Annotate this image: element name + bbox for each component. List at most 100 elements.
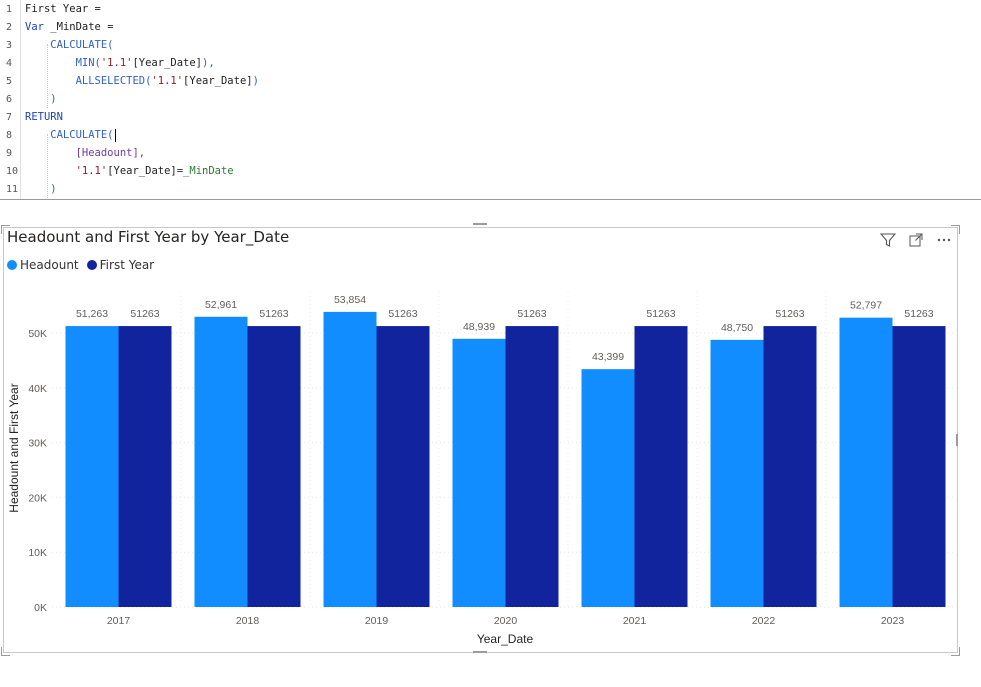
y-axis-title: Headount and First Year xyxy=(7,383,21,512)
bar-first-year xyxy=(118,326,172,607)
line-number: 11 xyxy=(6,184,19,195)
text-cursor xyxy=(114,128,117,142)
data-label: 53,854 xyxy=(334,294,366,306)
data-label: 51263 xyxy=(259,308,288,320)
line-number-gutter xyxy=(0,0,21,199)
resize-handle-right[interactable] xyxy=(956,434,958,446)
code-token: '1.1' xyxy=(75,165,108,177)
code-text: RETURN xyxy=(25,108,63,126)
code-line[interactable]: 9 [Headount], xyxy=(0,144,145,162)
code-line[interactable]: 7 RETURN xyxy=(0,108,63,126)
code-text: Var _MinDate = xyxy=(25,18,114,36)
focus-mode-icon[interactable] xyxy=(908,232,924,251)
code-token: ALLSELECTED( xyxy=(25,75,152,87)
data-label: 52,797 xyxy=(850,300,882,312)
bar-headount xyxy=(194,316,248,607)
bar-headount xyxy=(839,317,893,607)
filter-icon[interactable] xyxy=(879,232,897,251)
code-line[interactable]: 8 CALCULATE( xyxy=(0,126,117,144)
resize-handle-top[interactable] xyxy=(473,223,487,225)
code-token: Var xyxy=(25,21,51,33)
line-number: 10 xyxy=(6,166,19,177)
code-token: [Year_Date]= xyxy=(107,165,184,177)
code-line[interactable]: 3 CALCULATE( xyxy=(0,36,114,54)
bar-first-year xyxy=(505,326,559,607)
code-token: '1.1' xyxy=(100,57,133,69)
resize-corner-top-left[interactable] xyxy=(1,225,10,234)
x-tick-label: 2020 xyxy=(494,615,518,627)
code-text: First Year = xyxy=(25,0,101,18)
indent-guide xyxy=(47,44,48,108)
x-tick-label: 2021 xyxy=(623,615,647,627)
code-line[interactable]: 2 Var _MinDate = xyxy=(0,18,114,36)
code-token: _MinDate xyxy=(183,165,234,177)
code-text: MIN('1.1'[Year_Date]), xyxy=(25,54,215,72)
code-line[interactable]: 10 '1.1'[Year_Date]=_MinDate xyxy=(0,162,234,180)
bar-headount xyxy=(452,338,506,607)
bar-first-year xyxy=(892,326,946,607)
data-label: 43,399 xyxy=(592,351,624,363)
line-number: 6 xyxy=(6,94,13,105)
code-token: ) xyxy=(25,183,57,195)
resize-corner-top-right[interactable] xyxy=(951,225,960,234)
resize-corner-bottom-left[interactable] xyxy=(1,647,10,656)
code-text: ALLSELECTED('1.1'[Year_Date]) xyxy=(25,72,259,90)
code-text: [Headount], xyxy=(25,144,146,162)
code-token: _MinDate = xyxy=(50,21,114,33)
code-token: '1.1' xyxy=(151,75,184,87)
bar-headount xyxy=(65,326,119,607)
bar-first-year xyxy=(376,326,430,607)
code-token: CALCULATE( xyxy=(25,39,114,51)
chart-legend: Headount First Year xyxy=(7,258,158,272)
code-line[interactable]: 4 MIN('1.1'[Year_Date]), xyxy=(0,54,215,72)
y-tick-label: 30K xyxy=(28,438,47,450)
data-label: 48,939 xyxy=(463,321,495,333)
line-number: 5 xyxy=(6,76,13,87)
code-token: ) xyxy=(25,93,57,105)
data-label: 52,961 xyxy=(205,299,237,311)
more-options-icon[interactable] xyxy=(936,232,952,251)
legend-item-headount[interactable]: Headount xyxy=(7,258,79,272)
legend-item-first-year[interactable]: First Year xyxy=(86,258,155,272)
bar-first-year xyxy=(247,326,301,607)
line-number: 1 xyxy=(6,4,13,15)
y-tick-label: 20K xyxy=(28,492,47,504)
dax-formula-editor[interactable]: 1 First Year = 2 Var _MinDate = 3 CALCULATE(… xyxy=(0,0,981,200)
data-label: 51263 xyxy=(775,308,804,320)
code-text: '1.1'[Year_Date]=_MinDate xyxy=(25,162,234,180)
visual-header-icons xyxy=(879,232,952,251)
y-tick-label: 40K xyxy=(28,383,47,395)
code-text: CALCULATE( xyxy=(25,36,114,54)
code-token: MIN( xyxy=(25,57,101,69)
data-label: 51263 xyxy=(388,308,417,320)
data-label: 48,750 xyxy=(721,322,753,334)
bar-first-year xyxy=(763,326,817,607)
resize-corner-bottom-right[interactable] xyxy=(951,647,960,656)
code-line[interactable]: 1 First Year = xyxy=(0,0,101,18)
legend-label-headount: Headount xyxy=(20,258,79,272)
code-line[interactable]: 11 ) xyxy=(0,180,57,198)
x-tick-label: 2023 xyxy=(881,615,905,627)
line-number: 7 xyxy=(6,112,13,123)
x-tick-label: 2017 xyxy=(107,615,131,627)
code-token: ), xyxy=(202,57,215,69)
bar-headount xyxy=(710,339,764,607)
code-token: CALCULATE( xyxy=(25,129,114,141)
y-tick-label: 10K xyxy=(28,547,47,559)
legend-label-first-year: First Year xyxy=(99,258,155,272)
y-tick-label: 0K xyxy=(34,602,47,614)
line-number: 2 xyxy=(6,22,13,33)
bar-first-year xyxy=(634,326,688,607)
line-number: 8 xyxy=(6,130,13,141)
code-text: ) xyxy=(25,90,57,108)
x-axis-title: Year_Date xyxy=(477,632,534,646)
resize-handle-bottom[interactable] xyxy=(473,651,487,653)
code-line[interactable]: 6 ) xyxy=(0,90,57,108)
bar-headount xyxy=(323,311,377,607)
code-line[interactable]: 5 ALLSELECTED('1.1'[Year_Date]) xyxy=(0,72,259,90)
legend-marker-headount xyxy=(7,260,17,270)
code-token: [Year_Date] xyxy=(132,57,203,69)
data-label: 51263 xyxy=(517,308,546,320)
data-label: 51263 xyxy=(130,308,159,320)
